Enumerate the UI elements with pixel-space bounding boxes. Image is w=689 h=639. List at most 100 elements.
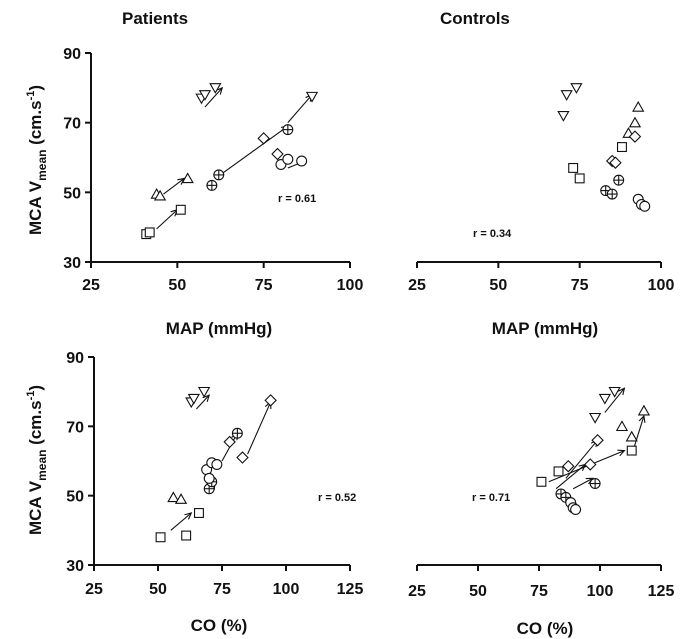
data-point-tri-5 [637, 404, 651, 416]
x-tick-label: 75 [255, 277, 273, 294]
data-point-inv-0 [588, 412, 602, 424]
x-tick-label: 25 [408, 277, 426, 294]
trend-arrow-1 [163, 177, 186, 195]
data-point-inv-3 [305, 91, 319, 103]
data-point-sq-9 [536, 476, 547, 487]
data-point-tri-5 [632, 100, 645, 112]
data-point-tri-4 [625, 430, 638, 442]
x-tick-label: 50 [168, 277, 186, 294]
trend-arrow-2 [156, 208, 179, 230]
data-point-circ-14 [203, 472, 215, 484]
data-point-cplus-13 [606, 188, 618, 200]
panel-controls-co: 25 50 75 100 125 r = 0.71 [408, 386, 675, 600]
data-point-sq-9 [568, 162, 579, 173]
data-point-inv-2 [608, 386, 621, 398]
x-tick-label: 75 [571, 277, 589, 294]
trend-arrow-1 [170, 512, 193, 531]
data-point-inv-0 [557, 110, 570, 122]
correlation-label: r = 0.52 [318, 492, 356, 504]
x-axis-label-top-left: MAP (mmHg) [166, 319, 272, 338]
trend-arrow-0 [195, 394, 211, 410]
data-point-circ-17 [639, 200, 651, 212]
data-point-circ-14 [296, 155, 308, 167]
data-point-inv-2 [570, 83, 583, 94]
data-point-dia-7 [584, 458, 597, 471]
data-point-dia-7 [609, 156, 622, 169]
y-tick-label: 70 [63, 116, 81, 133]
data-point-circ-13 [282, 153, 294, 165]
trend-arrow-4 [633, 414, 646, 448]
x-tick-label: 50 [149, 581, 167, 598]
data-point-tri-5 [153, 189, 167, 201]
data-point-dia-8 [591, 433, 604, 447]
data-point-inv-1 [560, 90, 573, 101]
x-tick-label: 25 [82, 277, 100, 294]
trend-arrow-4 [247, 400, 272, 455]
data-point-sq-16 [181, 530, 192, 541]
data-point-dia-7 [264, 394, 277, 407]
data-point-dia-5 [223, 435, 236, 449]
trend-arrow-4 [287, 93, 313, 124]
data-point-sq-17 [193, 508, 204, 518]
x-tick-label: 100 [273, 581, 300, 598]
y-tick-label: 90 [63, 46, 81, 63]
x-tick-label: 125 [648, 583, 675, 600]
y-tick-label: 90 [66, 350, 84, 367]
y-axis-label-bottom: MCA Vmean (cm.s-1) [25, 385, 49, 535]
data-point-inv-1 [198, 90, 212, 101]
data-point-cplus-14 [589, 478, 601, 490]
correlation-label: r = 0.34 [473, 228, 512, 240]
x-tick-label: 100 [648, 277, 675, 294]
data-point-dia-7 [257, 132, 270, 145]
data-point-cplus-11 [282, 124, 294, 136]
data-point-tri-4 [174, 493, 188, 504]
x-tick-label: 50 [469, 583, 487, 600]
data-point-inv-2 [197, 386, 211, 398]
data-point-dia-6 [562, 459, 575, 473]
y-tick-label: 70 [66, 419, 84, 436]
data-point-cplus-9 [206, 179, 218, 191]
panel-patients-map: 25 50 75 100 30 50 70 90 r = 0.61 [63, 46, 363, 294]
data-point-circ-17 [570, 504, 582, 516]
data-point-sq-16 [144, 227, 155, 238]
data-point-tri-3 [615, 420, 629, 432]
x-tick-label: 75 [530, 583, 548, 600]
x-tick-label: 25 [408, 583, 426, 600]
correlation-label: r = 0.61 [278, 193, 316, 205]
data-point-sq-11 [626, 445, 637, 456]
correlation-label: r = 0.71 [472, 492, 510, 504]
data-point-dia-8 [271, 147, 284, 161]
y-tick-label: 50 [63, 185, 81, 202]
x-axis-label-bottom-right: CO (%) [517, 619, 574, 638]
panel-controls-map: 25 50 75 100 r = 0.34 [408, 83, 675, 294]
data-point-tri-3 [167, 491, 180, 503]
x-tick-label: 50 [489, 277, 507, 294]
data-point-dia-8 [628, 130, 642, 143]
trend-arrow-0 [604, 387, 626, 413]
title-patients: Patients [122, 9, 188, 28]
title-controls: Controls [440, 9, 510, 28]
y-tick-label: 30 [63, 255, 81, 272]
x-tick-label: 75 [213, 581, 231, 598]
data-point-circ-13 [211, 458, 223, 470]
data-point-sq-11 [616, 142, 627, 153]
x-axis-label-top-right: MAP (mmHg) [492, 319, 598, 338]
data-point-sq-10 [553, 466, 564, 477]
data-point-sq-17 [175, 204, 186, 215]
trend-arrow-0 [204, 86, 224, 108]
data-point-sq-15 [155, 532, 166, 543]
x-axis-label-bottom-left: CO (%) [191, 616, 248, 635]
data-point-cplus-14 [613, 174, 625, 186]
data-point-sq-10 [574, 173, 585, 184]
x-tick-label: 25 [85, 581, 103, 598]
y-axis-label-top: MCA Vmean (cm.s-1) [25, 85, 49, 235]
data-point-cplus-10 [213, 169, 225, 181]
data-point-tri-4 [628, 116, 642, 128]
data-point-cplus-10 [231, 427, 243, 439]
data-point-inv-1 [598, 393, 612, 405]
x-tick-label: 125 [337, 581, 364, 598]
data-point-dia-6 [236, 451, 249, 464]
x-tick-label: 100 [587, 583, 614, 600]
y-tick-label: 30 [66, 558, 84, 575]
